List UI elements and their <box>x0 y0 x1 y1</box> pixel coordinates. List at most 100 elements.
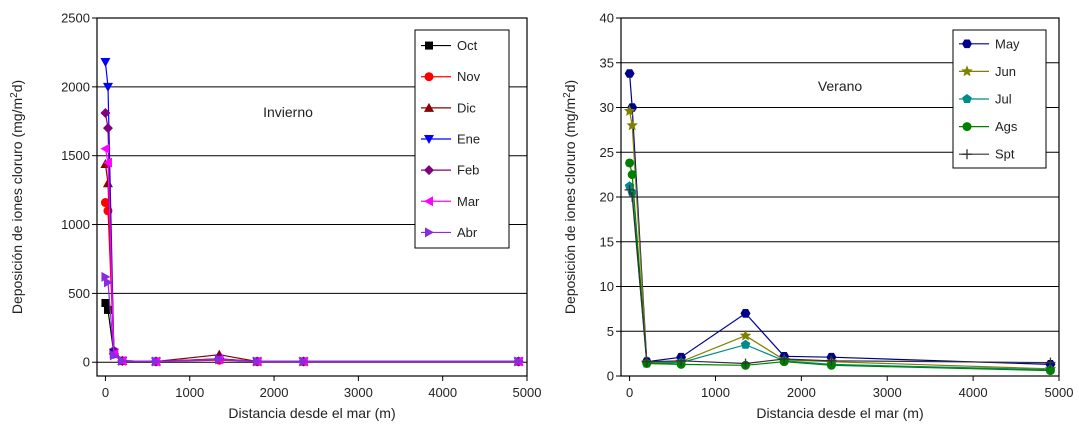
legend-marker <box>424 165 434 176</box>
x-tick-label: 0 <box>102 385 109 400</box>
series-line <box>629 162 1051 372</box>
legend-marker <box>962 122 972 132</box>
x-axis-title: Distancia desde el mar (m) <box>228 405 395 421</box>
data-point <box>826 355 837 366</box>
data-point <box>100 58 111 68</box>
x-tick-label: 1000 <box>175 385 204 400</box>
data-point <box>101 271 111 282</box>
data-point <box>100 198 110 208</box>
data-point <box>625 158 635 168</box>
data-point <box>100 108 111 119</box>
data-point <box>118 355 128 366</box>
x-axis-title: Distancia desde el mar (m) <box>756 405 923 421</box>
legend-item-Ene: Ene <box>421 132 480 147</box>
y-tick-label: 1000 <box>61 217 90 232</box>
legend: May Jun Jul Ags Spt <box>952 29 1047 169</box>
series-Jul <box>624 181 1056 374</box>
x-tick-label: 2000 <box>260 385 289 400</box>
series-line <box>629 73 1051 365</box>
y-axis-title-sup: 2 <box>562 92 573 98</box>
data-point <box>215 354 225 365</box>
series-line <box>629 189 1051 365</box>
data-point <box>101 299 110 308</box>
chart-panel-2: 0 5 10 15 20 25 30 35 40 0 1000 2000 3000 4000 5000 Dis… <box>562 11 1073 422</box>
data-point <box>1045 357 1056 368</box>
series-line <box>104 276 519 363</box>
y-tick-label: 500 <box>68 286 90 301</box>
legend-label: Abr <box>457 225 478 240</box>
y-tick-label: 2500 <box>61 11 90 26</box>
data-point <box>103 305 112 314</box>
data-point <box>627 192 638 202</box>
y-axis-title-main: Deposición de iones cloruro (mg/m <box>562 98 578 314</box>
legend-marker <box>424 196 433 207</box>
data-point <box>1045 366 1055 376</box>
y-tick-label: 30 <box>600 100 614 115</box>
y-axis-title-end: d) <box>9 80 25 92</box>
legend-marker <box>962 149 972 160</box>
legend-item-May: May <box>959 36 1020 51</box>
legend-label: Nov <box>457 69 481 84</box>
data-point <box>740 358 751 369</box>
x-tick-label: 3000 <box>344 385 373 400</box>
legend-marker <box>961 65 973 77</box>
y-axis-title: Deposición de iones cloruro (mg/m2d) <box>562 80 578 314</box>
data-point <box>624 69 635 78</box>
series-Abr <box>101 271 524 367</box>
legend-item-Mar: Mar <box>421 194 480 209</box>
legend-marker <box>962 94 972 103</box>
legend-label: Dic <box>457 100 476 115</box>
y-tick-label: 5 <box>607 324 614 339</box>
data-point <box>624 184 635 195</box>
legend-label: Mar <box>457 194 480 209</box>
data-point <box>102 82 113 92</box>
legend-label: Ene <box>457 132 480 147</box>
series-line <box>104 302 519 363</box>
y-tick-label: 35 <box>600 55 614 70</box>
legend-label: Spt <box>995 147 1015 162</box>
y-tick-label: 2000 <box>61 79 90 94</box>
series-line <box>629 110 1051 370</box>
data-point <box>102 123 113 134</box>
y-tick-label: 20 <box>600 190 614 205</box>
data-point <box>299 356 309 367</box>
data-point <box>641 356 652 367</box>
data-point <box>102 157 112 168</box>
x-tick-label: 1000 <box>701 385 730 400</box>
plot-frame <box>96 17 528 377</box>
data-point <box>623 105 636 116</box>
data-point <box>740 339 751 349</box>
data-point <box>103 277 113 288</box>
x-tick-label: 0 <box>626 385 633 400</box>
chart-panel-1: 0 500 1000 1500 2000 2500 0 1000 2000 3000 4000 500… <box>9 11 541 422</box>
y-axis-title: Deposición de iones cloruro (mg/m2d) <box>9 80 25 314</box>
y-axis-title-sup: 2 <box>9 92 20 98</box>
data-point <box>779 353 790 364</box>
legend-marker <box>424 135 434 144</box>
season-annotation: Verano <box>818 78 863 94</box>
legend-marker <box>425 41 433 50</box>
data-point <box>740 309 751 318</box>
legend-label: May <box>995 36 1020 51</box>
legend-item-Ags: Ags <box>959 119 1018 134</box>
data-point <box>109 350 119 361</box>
legend-label: Oct <box>457 38 478 53</box>
y-tick-label: 15 <box>600 234 614 249</box>
legend: Oct Nov Dic Ene Feb Mar Abr <box>414 29 510 249</box>
data-point <box>627 170 637 180</box>
x-tick-label: 5000 <box>513 385 542 400</box>
series-line <box>629 186 1051 371</box>
y-axis-title-main: Deposición de iones cloruro (mg/m <box>9 98 25 314</box>
legend-label: Ags <box>995 119 1018 134</box>
y-tick-label: 40 <box>600 11 614 26</box>
legend-item-Feb: Feb <box>421 163 479 178</box>
legend-label: Jul <box>995 92 1012 107</box>
legend-label: Feb <box>457 163 479 178</box>
series-Ags <box>625 158 1055 376</box>
season-annotation: Invierno <box>263 104 313 120</box>
legend-marker <box>424 102 434 112</box>
series-Oct <box>101 299 523 366</box>
x-tick-label: 4000 <box>959 385 988 400</box>
legend-item-Jul: Jul <box>959 92 1012 107</box>
